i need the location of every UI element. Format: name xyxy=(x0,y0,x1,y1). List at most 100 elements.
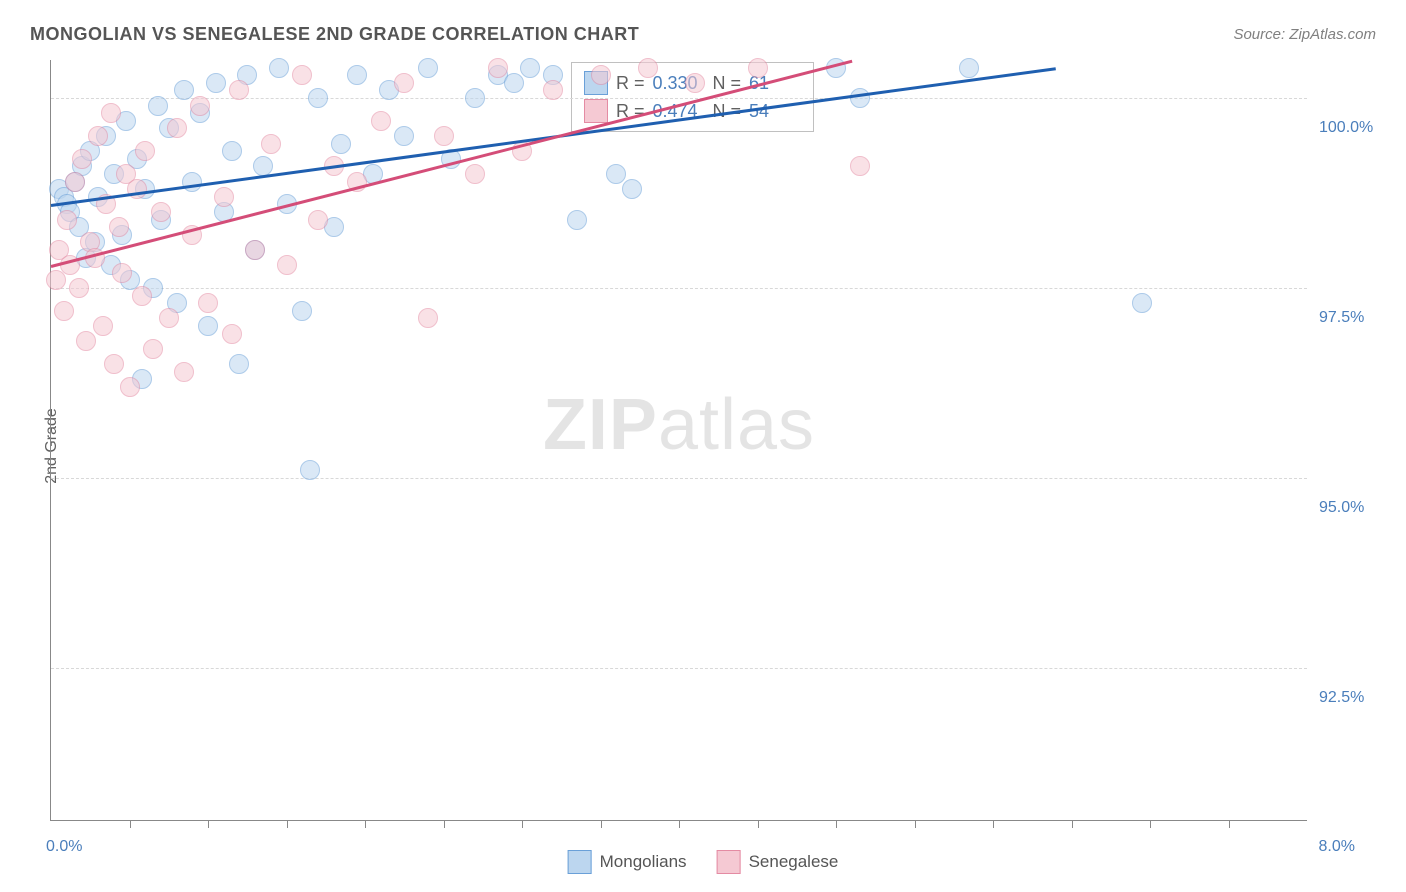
scatter-point xyxy=(418,308,438,328)
scatter-point xyxy=(465,88,485,108)
scatter-point xyxy=(198,293,218,313)
x-tick xyxy=(208,820,209,828)
bottom-legend: Mongolians Senegalese xyxy=(568,850,839,874)
watermark-text: ZIPatlas xyxy=(543,384,815,466)
scatter-point xyxy=(685,73,705,93)
legend-swatch-mongolians-icon xyxy=(568,850,592,874)
legend-item-senegalese: Senegalese xyxy=(717,850,839,874)
x-tick xyxy=(287,820,288,828)
scatter-point xyxy=(148,96,168,116)
scatter-point xyxy=(174,80,194,100)
watermark-bold: ZIP xyxy=(543,385,658,465)
scatter-point xyxy=(46,270,66,290)
legend-item-mongolians: Mongolians xyxy=(568,850,687,874)
scatter-point xyxy=(331,134,351,154)
scatter-point xyxy=(198,316,218,336)
scatter-point xyxy=(229,80,249,100)
x-min-label: 0.0% xyxy=(46,838,82,856)
scatter-point xyxy=(88,126,108,146)
scatter-point xyxy=(57,210,77,230)
scatter-point xyxy=(93,316,113,336)
watermark-rest: atlas xyxy=(658,385,815,465)
scatter-point xyxy=(520,58,540,78)
y-tick-label: 97.5% xyxy=(1319,309,1399,327)
x-tick xyxy=(1229,820,1230,828)
scatter-point xyxy=(174,362,194,382)
scatter-point xyxy=(120,377,140,397)
scatter-point xyxy=(269,58,289,78)
scatter-point xyxy=(394,126,414,146)
scatter-point xyxy=(159,308,179,328)
scatter-point xyxy=(394,73,414,93)
scatter-point xyxy=(261,134,281,154)
scatter-point xyxy=(1132,293,1152,313)
scatter-point xyxy=(54,301,74,321)
scatter-point xyxy=(151,202,171,222)
scatter-point xyxy=(371,111,391,131)
gridline xyxy=(51,668,1307,669)
scatter-point xyxy=(135,141,155,161)
scatter-point xyxy=(567,210,587,230)
plot-area: ZIPatlas R = 0.330 N = 61 R = 0.474 N = … xyxy=(50,60,1307,821)
x-tick xyxy=(522,820,523,828)
swatch-senegalese-icon xyxy=(584,99,608,123)
y-tick-label: 95.0% xyxy=(1319,499,1399,517)
source-label: Source: ZipAtlas.com xyxy=(1233,26,1376,43)
x-tick xyxy=(1072,820,1073,828)
scatter-point xyxy=(69,278,89,298)
scatter-point xyxy=(300,460,320,480)
scatter-point xyxy=(622,179,642,199)
scatter-point xyxy=(214,187,234,207)
scatter-point xyxy=(292,301,312,321)
scatter-point xyxy=(101,103,121,123)
y-tick-label: 92.5% xyxy=(1319,689,1399,707)
scatter-point xyxy=(206,73,226,93)
scatter-point xyxy=(748,58,768,78)
scatter-point xyxy=(606,164,626,184)
x-tick xyxy=(758,820,759,828)
legend-swatch-senegalese-icon xyxy=(717,850,741,874)
scatter-point xyxy=(109,217,129,237)
scatter-point xyxy=(418,58,438,78)
scatter-point xyxy=(959,58,979,78)
trend-line xyxy=(51,60,852,268)
scatter-point xyxy=(638,58,658,78)
x-tick xyxy=(1150,820,1151,828)
scatter-point xyxy=(190,96,210,116)
x-max-label: 8.0% xyxy=(1319,838,1355,856)
x-tick xyxy=(915,820,916,828)
scatter-point xyxy=(132,286,152,306)
scatter-point xyxy=(245,240,265,260)
x-tick xyxy=(365,820,366,828)
gridline xyxy=(51,288,1307,289)
y-tick-label: 100.0% xyxy=(1319,119,1399,137)
x-tick xyxy=(993,820,994,828)
chart-title: MONGOLIAN VS SENEGALESE 2ND GRADE CORREL… xyxy=(30,24,639,45)
scatter-point xyxy=(850,156,870,176)
scatter-point xyxy=(222,141,242,161)
gridline xyxy=(51,478,1307,479)
legend-label-mongolians: Mongolians xyxy=(600,852,687,872)
scatter-point xyxy=(104,354,124,374)
scatter-point xyxy=(488,58,508,78)
scatter-point xyxy=(65,172,85,192)
scatter-point xyxy=(591,65,611,85)
scatter-point xyxy=(347,65,367,85)
scatter-point xyxy=(72,149,92,169)
scatter-point xyxy=(277,255,297,275)
scatter-point xyxy=(167,118,187,138)
scatter-point xyxy=(76,331,96,351)
scatter-point xyxy=(292,65,312,85)
scatter-point xyxy=(112,263,132,283)
scatter-point xyxy=(504,73,524,93)
x-tick xyxy=(601,820,602,828)
x-tick xyxy=(130,820,131,828)
scatter-point xyxy=(543,80,563,100)
scatter-point xyxy=(143,339,163,359)
scatter-point xyxy=(434,126,454,146)
x-tick xyxy=(679,820,680,828)
x-tick xyxy=(836,820,837,828)
scatter-point xyxy=(850,88,870,108)
scatter-point xyxy=(229,354,249,374)
scatter-point xyxy=(222,324,242,344)
